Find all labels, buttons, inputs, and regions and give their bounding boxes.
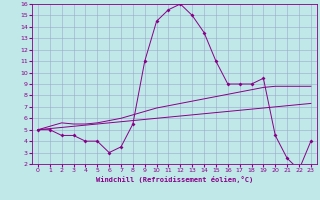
X-axis label: Windchill (Refroidissement éolien,°C): Windchill (Refroidissement éolien,°C) [96,176,253,183]
